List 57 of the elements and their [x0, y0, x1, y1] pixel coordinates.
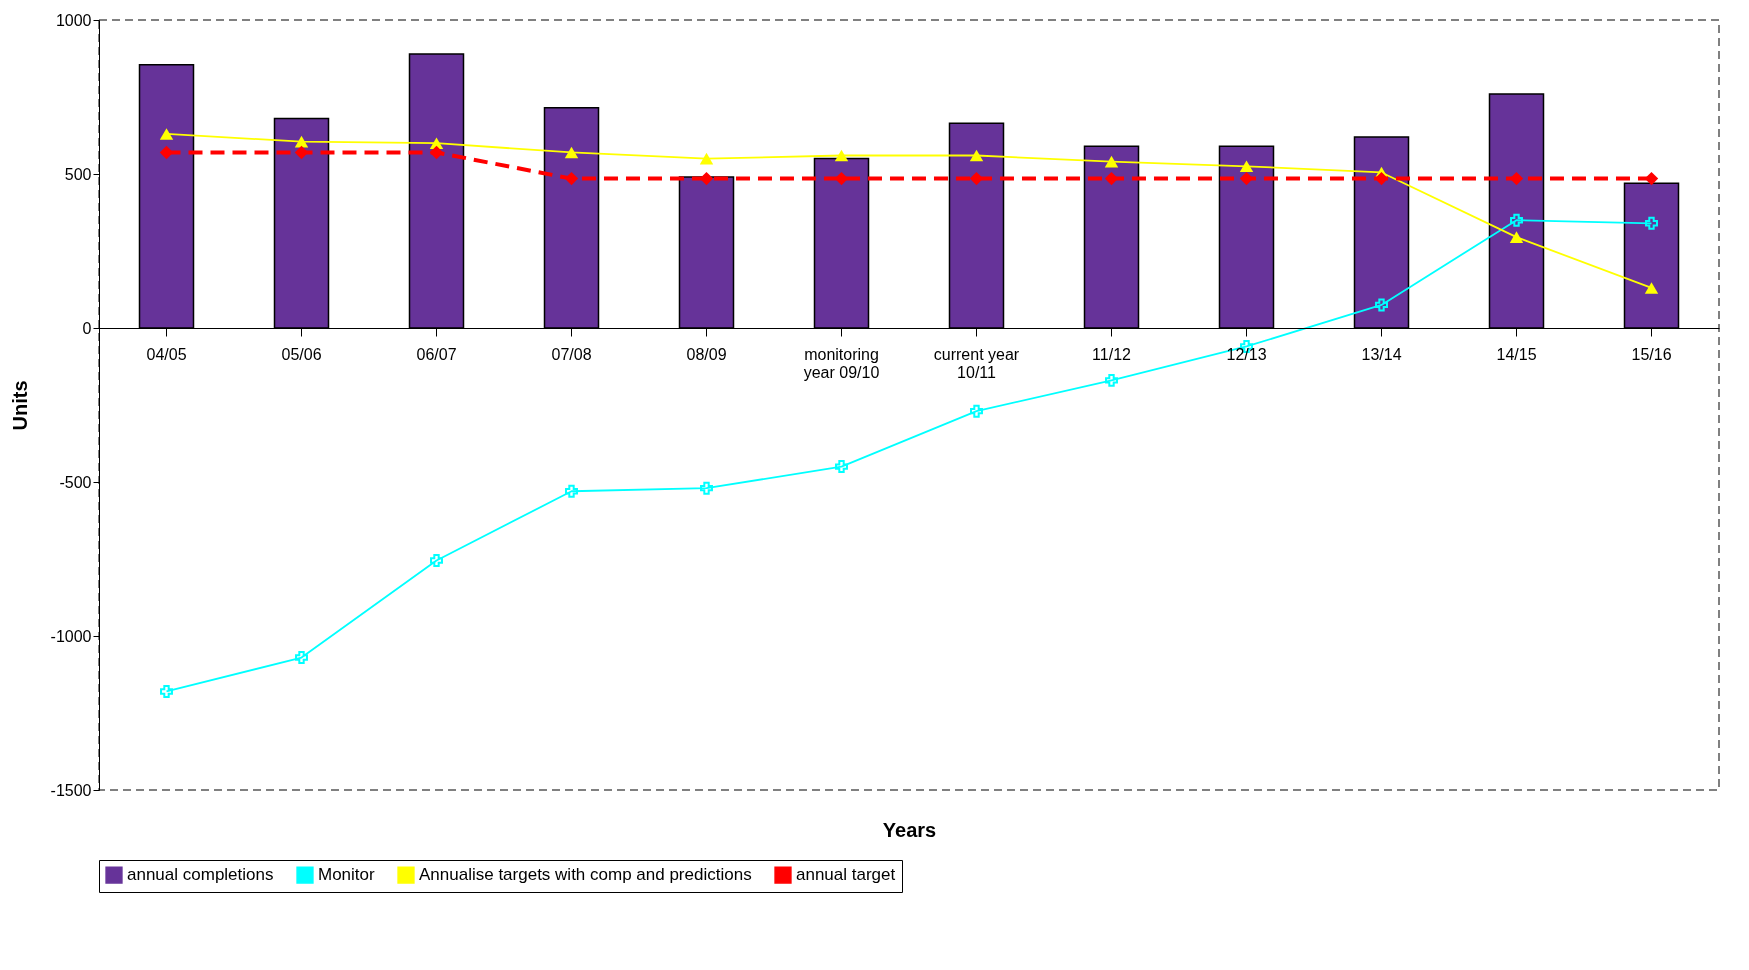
point	[159, 128, 174, 140]
point	[1645, 216, 1658, 230]
x-tick-label: 06/07	[416, 345, 457, 363]
point	[1509, 171, 1524, 186]
y-axis-title: Units	[8, 380, 31, 431]
point	[159, 145, 174, 160]
x-tick-label: 13/14	[1361, 345, 1402, 363]
x-tick-label: 08/09	[686, 345, 727, 363]
x-tick-label: current year 10/11	[933, 345, 1020, 381]
x-tick-label: 12/13	[1226, 345, 1267, 363]
point	[160, 684, 173, 698]
point	[564, 146, 579, 159]
y-tick-label: 500	[64, 165, 92, 183]
point	[1374, 171, 1389, 186]
point	[834, 171, 849, 186]
point	[969, 149, 984, 162]
x-axis-title: Years	[882, 818, 937, 841]
point	[1510, 213, 1523, 227]
y-tick-label: -1000	[50, 627, 92, 645]
point	[294, 135, 309, 148]
x-tick-label: 04/05	[146, 345, 187, 363]
point	[1104, 171, 1119, 186]
point	[1105, 373, 1118, 387]
point	[430, 554, 443, 568]
point	[564, 171, 579, 186]
y-tick-label: -500	[59, 473, 92, 491]
point	[1104, 155, 1119, 168]
legend-label: Monitor	[318, 865, 376, 885]
legend-label: Annualise targets with comp and predictions	[419, 865, 752, 885]
point	[1509, 231, 1524, 243]
y-tick-label: -1500	[50, 781, 92, 799]
y-tick-label: 0	[82, 319, 92, 337]
x-tick-label: 11/12	[1092, 345, 1132, 363]
point	[565, 484, 578, 498]
x-tick-label: 07/08	[551, 345, 592, 363]
y-tick-label: 1000	[55, 11, 92, 29]
point	[835, 460, 848, 474]
point	[1239, 171, 1254, 186]
point	[294, 145, 309, 160]
legend-label: annual target	[796, 865, 896, 885]
point	[1375, 298, 1388, 312]
legend-label: annual completions	[127, 865, 274, 885]
point	[700, 481, 713, 495]
x-tick-label: 15/16	[1631, 345, 1672, 363]
point	[699, 152, 714, 165]
x-tick-label: 14/15	[1496, 345, 1537, 363]
point	[969, 171, 984, 186]
point	[699, 171, 714, 186]
point	[1644, 171, 1659, 186]
point	[429, 145, 444, 160]
point	[295, 651, 308, 665]
x-tick-label: monitoring year 09/10	[803, 345, 880, 381]
point	[970, 404, 983, 418]
x-tick-label: 05/06	[281, 345, 322, 363]
point	[1644, 282, 1659, 294]
point	[1239, 160, 1254, 173]
point	[834, 149, 849, 162]
